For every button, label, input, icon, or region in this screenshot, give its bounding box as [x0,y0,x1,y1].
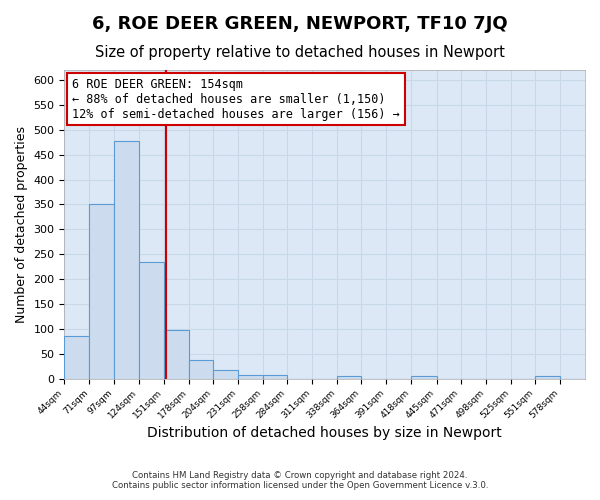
Bar [164,330,189,378]
Bar [263,375,287,378]
Bar [89,204,113,378]
Bar [238,375,263,378]
Text: 6, ROE DEER GREEN, NEWPORT, TF10 7JQ: 6, ROE DEER GREEN, NEWPORT, TF10 7JQ [92,15,508,33]
Bar [535,376,560,378]
Bar [412,376,437,378]
Text: Size of property relative to detached houses in Newport: Size of property relative to detached ho… [95,45,505,60]
Text: Contains HM Land Registry data © Crown copyright and database right 2024.
Contai: Contains HM Land Registry data © Crown c… [112,470,488,490]
Y-axis label: Number of detached properties: Number of detached properties [15,126,28,323]
Bar [139,262,164,378]
Text: 6 ROE DEER GREEN: 154sqm
← 88% of detached houses are smaller (1,150)
12% of sem: 6 ROE DEER GREEN: 154sqm ← 88% of detach… [72,78,400,120]
Bar [337,376,361,378]
Bar [113,140,139,378]
X-axis label: Distribution of detached houses by size in Newport: Distribution of detached houses by size … [148,426,502,440]
Bar [189,360,213,378]
Bar [213,370,238,378]
Bar [64,336,89,378]
